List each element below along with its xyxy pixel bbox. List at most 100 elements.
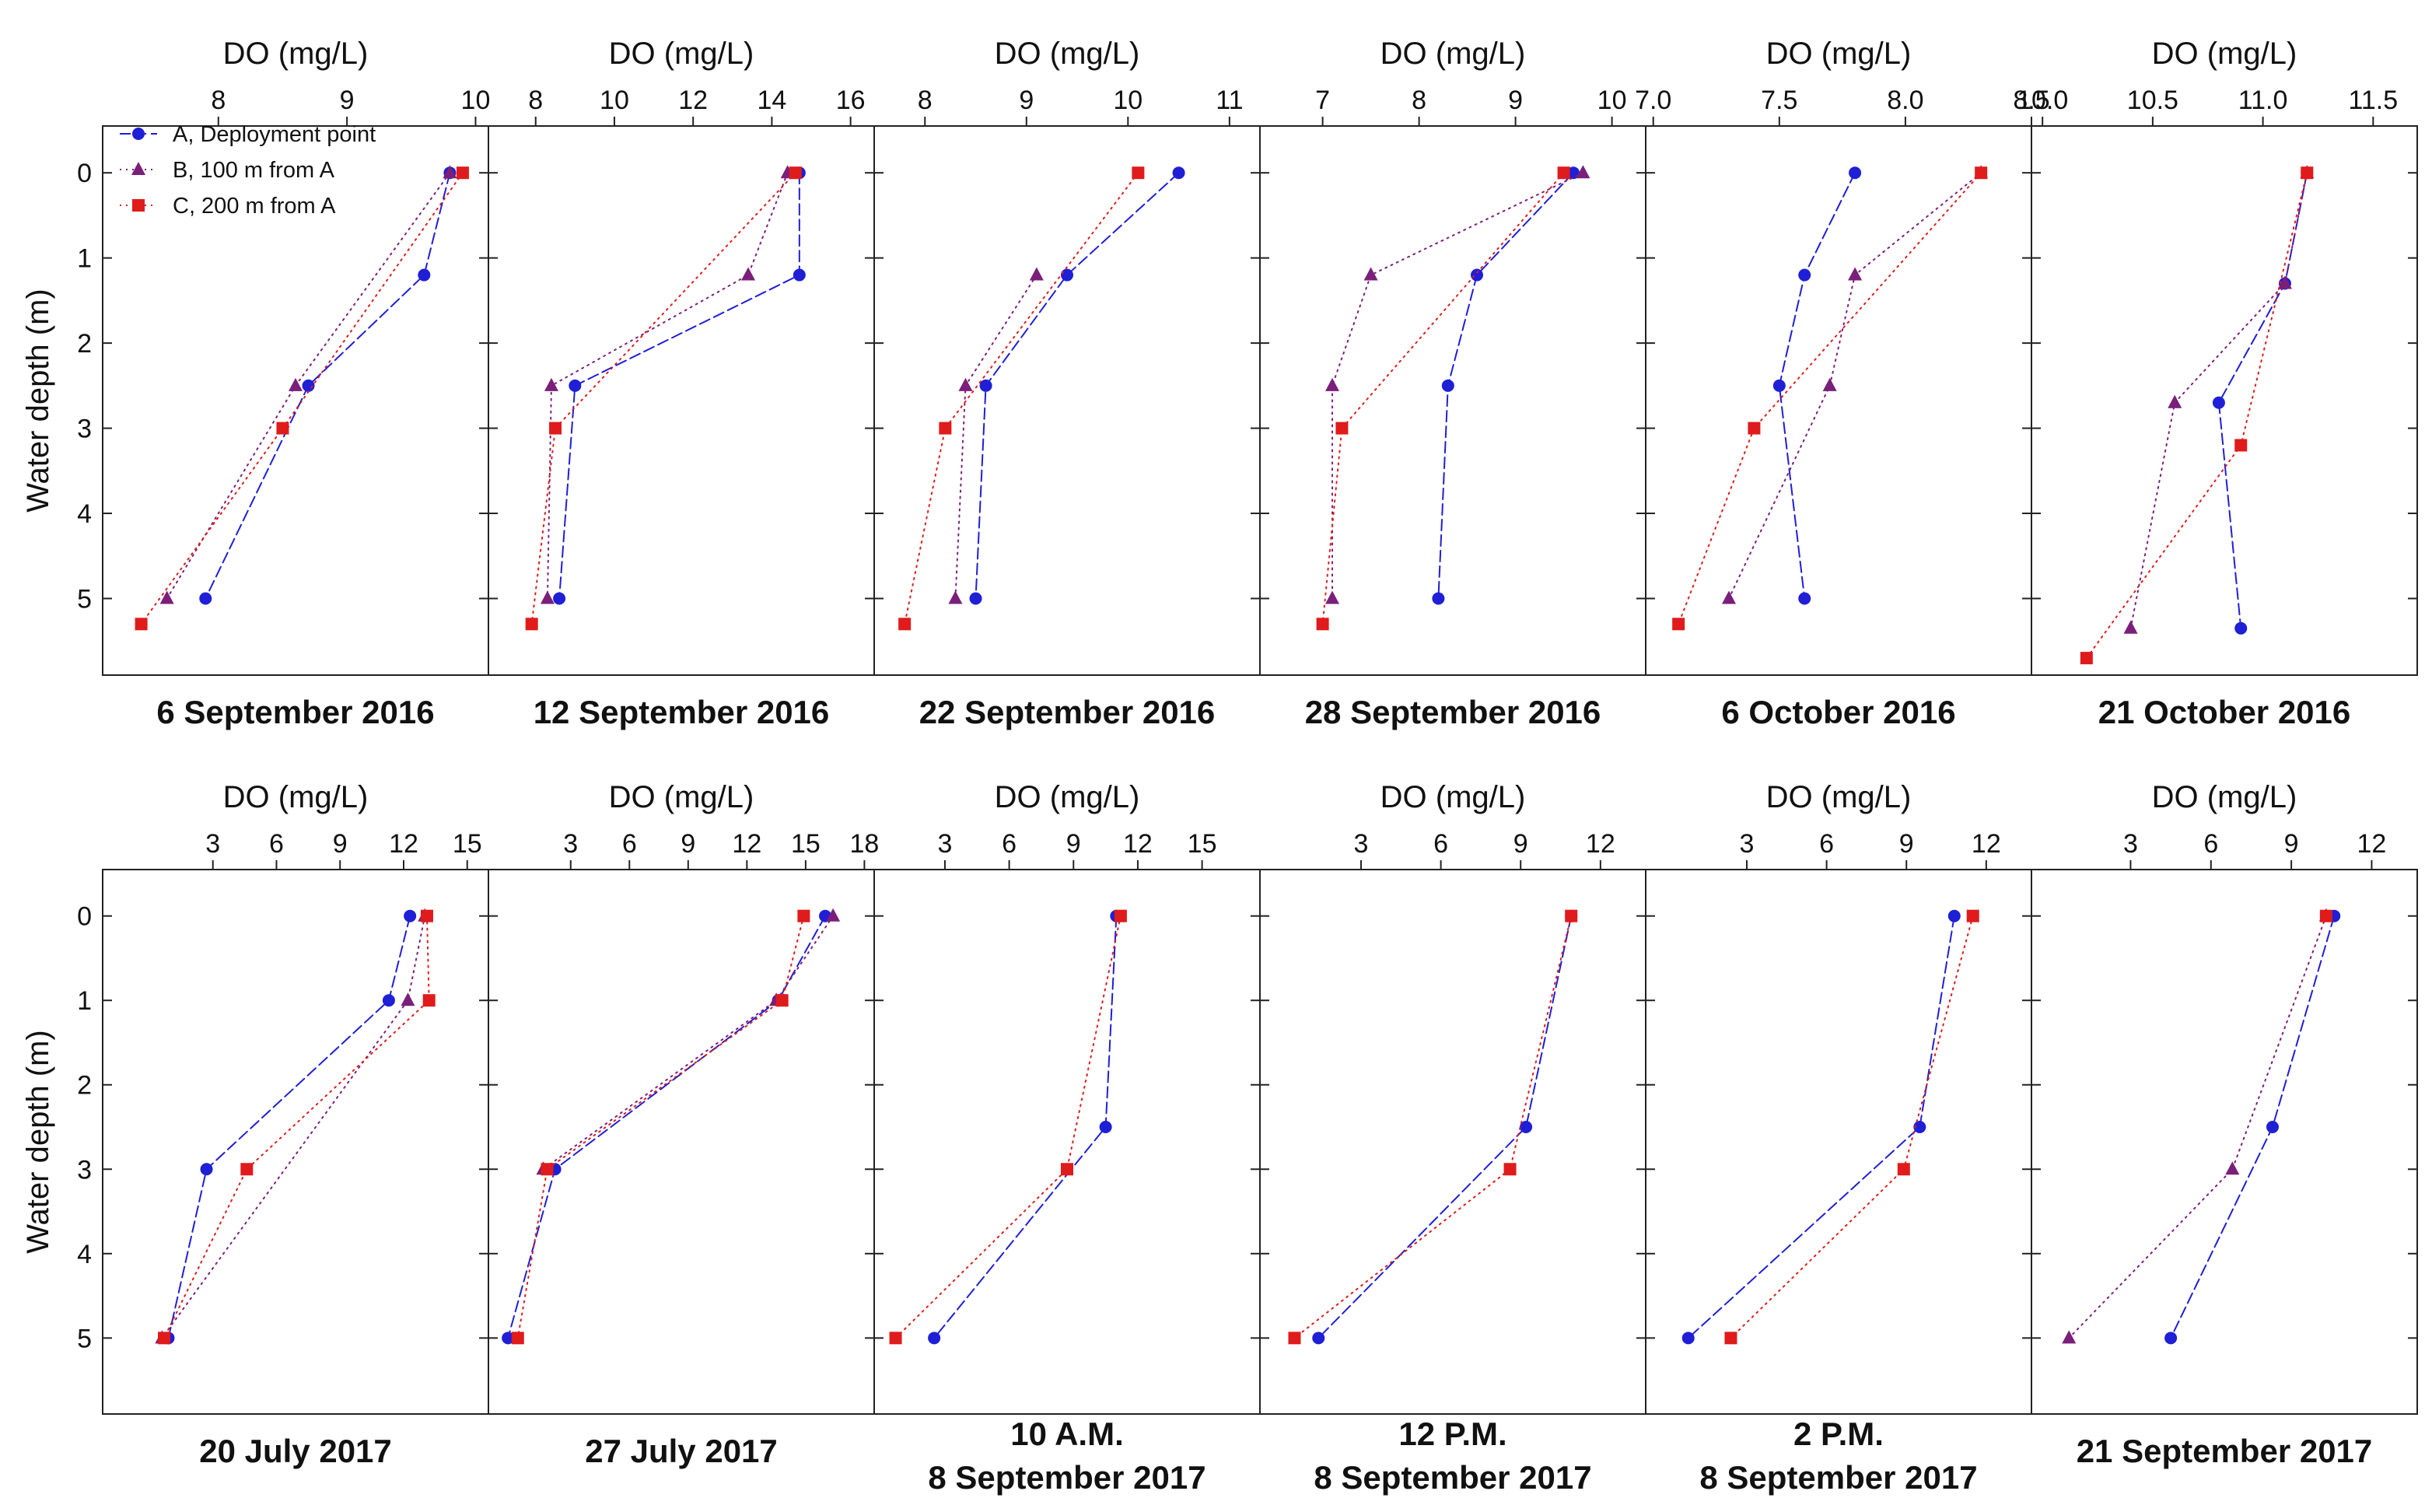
x-tick-label: 8.5	[2013, 86, 2049, 115]
data-point	[2123, 620, 2138, 634]
data-point	[1029, 267, 1044, 281]
panel-6: DO (mg/L) 10.0 10.5 11.0 11.5 21 October 2016	[2017, 37, 2418, 730]
x-tick-label: 11.5	[2348, 86, 2398, 115]
data-point	[1132, 166, 1145, 180]
panel-10: DO (mg/L) 3 6 9 12 12 P.M. 8 September 2017	[1259, 780, 1646, 1496]
plot-frame	[1645, 869, 2032, 1415]
data-point	[1721, 590, 1736, 604]
panel-1: DO (mg/L) 8 9 10 0 1 2 3 4 5 6 September 2016	[77, 37, 490, 730]
x-tick-label: 8	[918, 86, 933, 115]
plot-frame	[1645, 125, 2032, 676]
data-point	[456, 166, 469, 180]
x-tick-label: 8	[211, 86, 226, 115]
series-line	[1437, 172, 1574, 600]
x-tick-label: 18	[849, 829, 879, 859]
panel-caption: 6 September 2016	[156, 694, 434, 730]
series-c	[1672, 166, 1988, 631]
y-tick-label: 5	[77, 1324, 92, 1353]
x-tick-label: 3	[2123, 829, 2138, 859]
x-tick-label: 6	[1433, 829, 1448, 859]
x-tick-label: 3	[205, 829, 220, 859]
y-tick-label: 3	[77, 415, 92, 444]
series-a	[969, 166, 1185, 605]
data-point	[898, 618, 912, 631]
data-point	[797, 909, 810, 922]
series-line	[2129, 172, 2308, 629]
data-point	[443, 165, 457, 179]
data-point	[1172, 166, 1185, 180]
plot-frame	[488, 869, 875, 1415]
series-line	[1678, 172, 1982, 625]
series-line	[163, 915, 430, 1339]
legend: A, Deployment point B, 100 m from A C, 200…	[120, 122, 376, 219]
data-point	[958, 377, 973, 391]
series-a	[199, 166, 457, 605]
x-tick-label: 10.5	[2127, 86, 2178, 115]
series-line	[904, 172, 1139, 625]
plot-frame	[2031, 869, 2418, 1415]
x-tick-label: 11	[1216, 86, 1243, 115]
series-line	[1317, 915, 1573, 1339]
x-tick-label: 6	[2203, 829, 2218, 859]
data-point	[276, 422, 289, 435]
x-tick-label: 10	[461, 86, 491, 115]
x-tick-label: 12	[732, 829, 761, 859]
series-c	[1316, 166, 1570, 631]
data-point	[1576, 165, 1590, 179]
series-c	[1724, 909, 1979, 1345]
x-tick-label: 8	[528, 86, 543, 115]
data-point	[1335, 422, 1349, 435]
series-line	[516, 915, 805, 1339]
panel-caption: 20 July 2017	[199, 1433, 392, 1469]
data-point	[2234, 621, 2248, 635]
data-point	[1520, 1121, 1533, 1134]
data-point	[382, 994, 395, 1007]
x-tick-label: 9	[1066, 829, 1081, 859]
series-line	[161, 915, 426, 1339]
data-point	[826, 908, 841, 922]
series-a	[928, 909, 1123, 1345]
x-tick-label: 12	[1972, 829, 2001, 859]
series-a	[1681, 909, 1961, 1345]
data-point	[1947, 909, 1961, 922]
y-tick-label: 1	[77, 986, 92, 1016]
series-a	[2212, 166, 2314, 635]
x-tick-label: 15	[1188, 829, 1217, 859]
x-axis-title: DO (mg/L)	[1380, 780, 1526, 814]
x-axis-title: DO (mg/L)	[609, 780, 754, 814]
x-tick-label: 9	[1899, 829, 1914, 859]
data-point	[200, 1163, 213, 1176]
data-point	[401, 992, 415, 1006]
series-a	[1312, 909, 1578, 1345]
x-tick-label: 12	[678, 86, 708, 115]
panel-11: DO (mg/L) 3 6 9 12 2 P.M. 8 September 2017	[1645, 780, 2032, 1496]
x-tick-label: 15	[791, 829, 821, 859]
legend-label: C, 200 m from A	[173, 194, 336, 219]
panel-caption: 21 September 2017	[2077, 1433, 2373, 1469]
series-line	[1293, 915, 1573, 1339]
series-a	[2164, 909, 2341, 1345]
series-c	[135, 166, 469, 631]
panel-caption: 6 October 2016	[1721, 694, 1955, 730]
data-point	[158, 1332, 171, 1345]
x-tick-label: 3	[1354, 829, 1369, 859]
x-tick-label: 3	[563, 829, 578, 859]
plot-frame	[873, 125, 1261, 676]
x-axis-title: DO (mg/L)	[1380, 37, 1526, 71]
x-tick-label: 3	[937, 829, 952, 859]
x-tick-label: 6	[1819, 829, 1834, 859]
data-point	[741, 267, 756, 281]
data-point	[1061, 268, 1073, 282]
series-c	[158, 909, 436, 1345]
data-point	[1471, 268, 1483, 282]
panel-5: DO (mg/L) 7.0 7.5 8.0 8.5 6 October 2016	[1635, 37, 2050, 730]
legend-marker	[131, 162, 145, 175]
series-line	[1778, 172, 1856, 600]
panel-caption: 8 September 2017	[1314, 1459, 1591, 1496]
x-tick-label: 9	[2284, 829, 2299, 859]
data-point	[511, 1332, 524, 1345]
data-point	[502, 1332, 515, 1345]
panel-caption: 10 A.M.	[1010, 1416, 1123, 1452]
